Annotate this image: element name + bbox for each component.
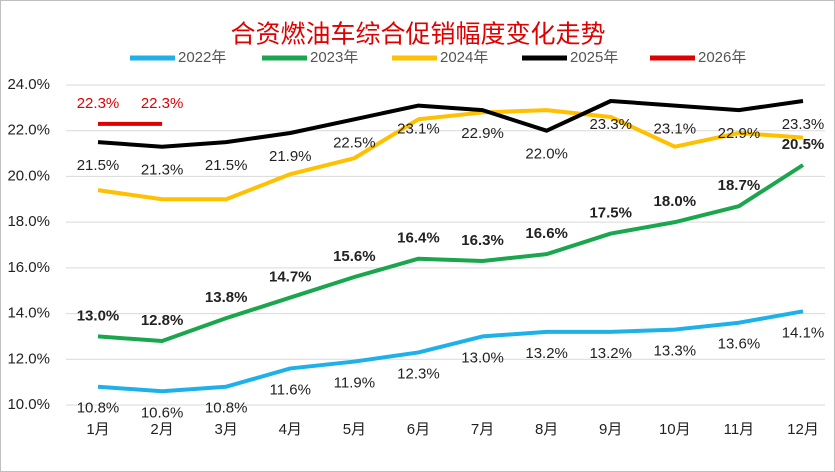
legend-label: 2024年 bbox=[440, 49, 488, 66]
chart-title: 合资燃油车综合促销幅度变化走势 bbox=[230, 21, 605, 49]
y-tick-label: 20.0% bbox=[7, 167, 50, 184]
data-label: 22.0% bbox=[525, 146, 568, 163]
x-tick-label: 7月 bbox=[471, 421, 494, 438]
data-label: 22.9% bbox=[718, 125, 761, 142]
x-tick-label: 3月 bbox=[215, 421, 238, 438]
data-label: 10.8% bbox=[205, 400, 248, 417]
legend-label: 2023年 bbox=[310, 49, 358, 66]
y-tick-label: 18.0% bbox=[7, 213, 50, 230]
data-label: 13.0% bbox=[461, 349, 504, 366]
y-tick-label: 16.0% bbox=[7, 259, 50, 276]
series-line bbox=[97, 108, 804, 202]
data-label: 14.1% bbox=[782, 324, 825, 341]
series-line bbox=[97, 309, 804, 394]
data-label: 13.2% bbox=[589, 345, 632, 362]
data-label: 13.0% bbox=[77, 307, 120, 324]
data-label: 23.3% bbox=[589, 116, 632, 133]
data-label: 23.1% bbox=[654, 121, 697, 138]
legend-label: 2025年 bbox=[570, 49, 618, 66]
data-label: 22.3% bbox=[77, 95, 120, 112]
data-label: 17.5% bbox=[589, 205, 632, 222]
data-label: 22.5% bbox=[333, 134, 376, 151]
data-label: 23.3% bbox=[782, 116, 825, 133]
x-tick-label: 11月 bbox=[724, 421, 755, 438]
y-tick-label: 10.0% bbox=[7, 396, 50, 413]
data-label: 21.9% bbox=[269, 148, 312, 165]
y-tick-label: 22.0% bbox=[7, 122, 50, 139]
data-label: 13.8% bbox=[205, 289, 248, 306]
data-label: 10.6% bbox=[141, 404, 184, 421]
x-tick-label: 12月 bbox=[787, 421, 819, 438]
x-tick-label: 10月 bbox=[659, 421, 691, 438]
x-tick-label: 9月 bbox=[599, 421, 622, 438]
data-label: 22.3% bbox=[141, 95, 184, 112]
data-label: 13.6% bbox=[718, 336, 761, 353]
x-tick-label: 1月 bbox=[86, 421, 109, 438]
series-line bbox=[97, 99, 804, 149]
data-label: 14.7% bbox=[269, 269, 312, 286]
data-label: 22.9% bbox=[461, 125, 504, 142]
y-tick-label: 14.0% bbox=[7, 305, 50, 322]
data-label: 11.9% bbox=[334, 375, 375, 392]
data-label: 12.3% bbox=[397, 365, 440, 382]
data-label: 15.6% bbox=[333, 248, 376, 265]
data-label: 10.8% bbox=[77, 400, 120, 417]
data-label: 18.0% bbox=[654, 193, 697, 210]
data-label: 21.5% bbox=[77, 157, 120, 174]
data-label: 16.4% bbox=[397, 230, 440, 247]
y-tick-label: 12.0% bbox=[7, 350, 50, 367]
x-tick-label: 6月 bbox=[407, 421, 430, 438]
data-label: 12.8% bbox=[141, 312, 184, 329]
legend-label: 2026年 bbox=[698, 49, 746, 66]
legend-label: 2022年 bbox=[178, 49, 226, 66]
data-label: 21.3% bbox=[141, 162, 184, 179]
series-line bbox=[97, 163, 805, 343]
data-label: 13.2% bbox=[525, 345, 568, 362]
data-label: 16.3% bbox=[461, 232, 504, 249]
x-tick-label: 8月 bbox=[535, 421, 558, 438]
data-label: 23.1% bbox=[397, 121, 440, 138]
data-label: 18.7% bbox=[718, 177, 761, 194]
data-label: 11.6% bbox=[270, 381, 311, 398]
data-label: 21.5% bbox=[205, 157, 248, 174]
x-tick-label: 2月 bbox=[150, 421, 173, 438]
data-label: 13.3% bbox=[654, 343, 697, 360]
data-label: 20.5% bbox=[782, 136, 825, 153]
data-label: 16.6% bbox=[525, 225, 568, 242]
x-tick-label: 5月 bbox=[343, 421, 366, 438]
x-tick-label: 4月 bbox=[279, 421, 302, 438]
y-tick-label: 24.0% bbox=[7, 76, 50, 93]
